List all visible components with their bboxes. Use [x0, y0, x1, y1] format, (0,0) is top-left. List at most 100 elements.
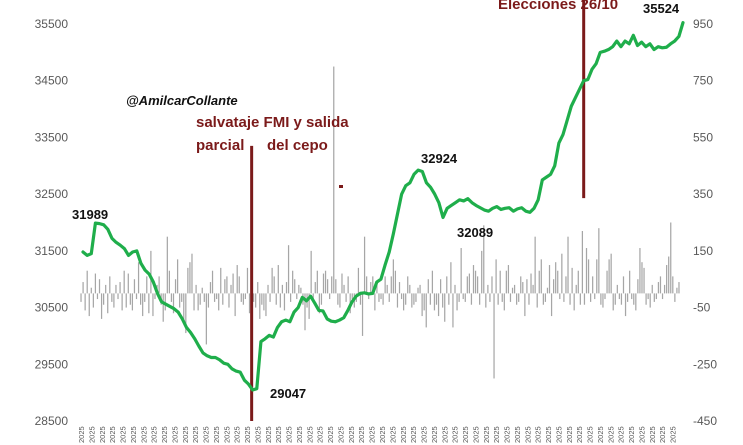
x-tick-label: 2025 — [77, 426, 86, 443]
bar-mark — [472, 265, 475, 294]
bar-mark — [431, 270, 434, 294]
bar-mark — [466, 276, 468, 294]
x-tick-label: 2025 — [648, 426, 657, 443]
bar-mark — [115, 284, 117, 294]
bar-mark — [524, 293, 526, 317]
bar-mark — [131, 293, 134, 311]
x-tick-label: 2025 — [606, 426, 615, 443]
x-tick-label: 2025 — [471, 426, 480, 443]
x-tick-label: 2025 — [388, 426, 397, 443]
bar-mark — [419, 284, 421, 294]
bar-mark — [415, 293, 417, 302]
bar-mark — [357, 267, 360, 294]
bar-mark — [530, 273, 532, 294]
x-tick-label: 2025 — [305, 426, 314, 443]
bar-mark — [329, 293, 331, 300]
x-tick-label: 2025 — [139, 426, 148, 443]
bar-mark — [411, 293, 413, 308]
x-tick-label: 2025 — [378, 426, 387, 443]
bar-mark — [403, 293, 405, 311]
axes-layer: 28500 29500 30500 31500 32500 33500 34500 35500… — [35, 17, 718, 443]
bar-mark — [374, 293, 376, 311]
bar-mark — [290, 293, 292, 302]
y2-tick-label: 950 — [693, 17, 713, 31]
bar-mark — [479, 293, 481, 305]
bar-mark — [674, 293, 676, 302]
x-tick-label: 2025 — [596, 426, 605, 443]
bar-mark — [80, 293, 82, 302]
bar-mark — [413, 293, 415, 305]
index-line — [81, 21, 685, 392]
bar-mark — [440, 279, 442, 294]
bar-mark — [571, 267, 573, 294]
y2-tick-label: -450 — [693, 414, 717, 428]
line-series-layer — [81, 21, 685, 392]
bar-mark — [526, 279, 528, 294]
bar-mark — [620, 293, 623, 305]
bar-mark — [507, 265, 510, 294]
bar-mark — [600, 293, 602, 305]
bar-mark — [655, 293, 657, 300]
bar-mark — [368, 293, 370, 300]
peak-value-label: 32924 — [421, 151, 458, 166]
bar-mark — [612, 293, 614, 311]
bar-mark — [565, 276, 567, 294]
bar-mark — [559, 293, 561, 300]
bar-mark — [316, 270, 318, 294]
bar-mark — [446, 276, 448, 294]
bar-mark — [269, 293, 271, 302]
x-tick-label: 2025 — [119, 426, 128, 443]
low-value-label: 29047 — [270, 386, 306, 401]
bar-mark — [113, 293, 115, 308]
bar-mark — [647, 293, 649, 300]
bar-mark — [409, 284, 411, 294]
event-markers-layer — [250, 0, 586, 421]
bar-mark — [474, 270, 477, 294]
x-tick-label: 2025 — [326, 426, 335, 443]
bar-mark — [561, 253, 563, 294]
bar-mark — [90, 287, 92, 294]
x-tick-label: 2025 — [170, 426, 179, 443]
bar-mark — [540, 259, 542, 294]
bar-mark — [493, 293, 495, 379]
y-tick-label: 33500 — [35, 130, 69, 144]
bar-mark — [635, 293, 637, 311]
y-tick-label: 34500 — [35, 74, 69, 88]
bar-mark — [452, 293, 454, 328]
bar-mark — [203, 293, 205, 302]
x-tick-label: 2025 — [440, 426, 449, 443]
bar-mark — [152, 293, 154, 317]
bar-mark — [598, 228, 600, 294]
bar-mark — [643, 267, 645, 294]
bar-mark — [427, 279, 429, 294]
bar-mark — [592, 276, 594, 294]
x-tick-label: 2025 — [150, 426, 159, 443]
bar-mark — [279, 293, 281, 308]
bar-mark — [587, 259, 590, 294]
x-tick-label: 2025 — [181, 426, 190, 443]
bar-mark — [649, 293, 651, 308]
bar-mark — [390, 276, 392, 294]
bar-mark — [281, 284, 284, 294]
bar-mark — [423, 293, 425, 311]
bar-mark — [495, 259, 497, 294]
bar-mark — [676, 287, 678, 294]
x-tick-label: 2025 — [316, 426, 325, 443]
bar-mark — [333, 66, 335, 294]
bar-mark — [287, 245, 290, 294]
bar-mark — [88, 293, 90, 317]
bar-mark — [456, 293, 458, 311]
bar-mark — [462, 293, 464, 300]
bar-mark — [345, 293, 347, 302]
bar-mark — [548, 265, 551, 294]
bar-mark — [187, 267, 189, 294]
bar-mark — [421, 293, 423, 317]
event1-label-line1: salvataje FMI y salida — [196, 114, 349, 131]
bar-mark — [678, 282, 680, 294]
bar-mark — [271, 267, 273, 294]
bar-mark — [618, 293, 620, 300]
bar-mark — [668, 256, 670, 294]
bar-mark — [207, 293, 210, 308]
bar-mark — [513, 284, 516, 294]
